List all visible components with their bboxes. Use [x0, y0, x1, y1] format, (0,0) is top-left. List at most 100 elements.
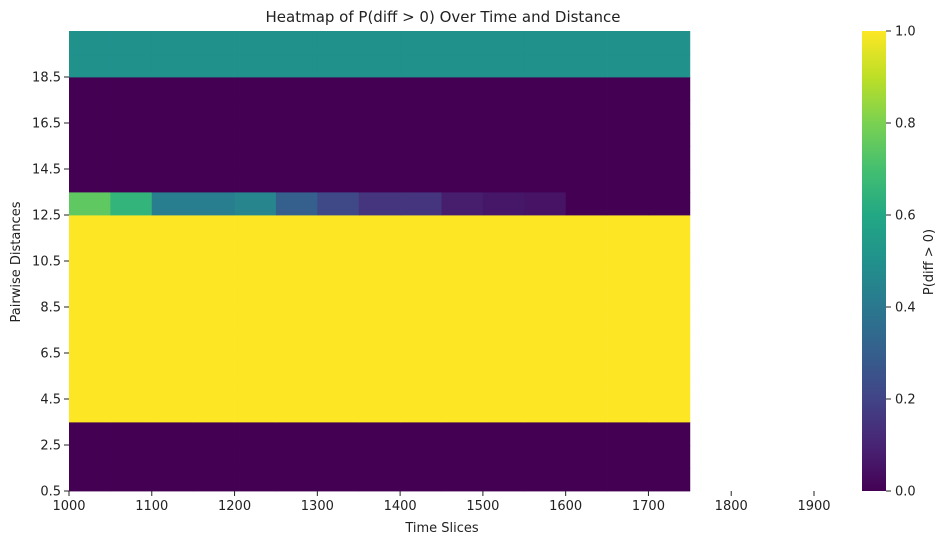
heatmap-cell [69, 445, 111, 469]
heatmap-cell [648, 146, 691, 170]
heatmap-cell [193, 192, 235, 216]
heatmap-cell [69, 77, 111, 101]
heatmap-cell [275, 422, 318, 446]
heatmap-cell [648, 468, 691, 492]
y-tick-label: 8.5 [40, 301, 61, 316]
heatmap-cell [358, 100, 401, 124]
heatmap-cell [524, 330, 567, 354]
heatmap-cell [607, 284, 649, 308]
heatmap-cell [482, 468, 525, 492]
heatmap-cell [193, 445, 235, 469]
heatmap-cell [648, 445, 691, 469]
heatmap-cell [358, 54, 401, 78]
heatmap-cell [193, 54, 235, 78]
heatmap-cell [275, 100, 318, 124]
heatmap-cell [193, 376, 235, 400]
heatmap-cell [110, 192, 153, 216]
heatmap-cell [317, 468, 360, 492]
heatmap-cell [565, 353, 608, 377]
heatmap-cell [400, 146, 442, 170]
heatmap-cell [317, 422, 360, 446]
heatmap-cell [234, 376, 277, 400]
heatmap-cell [482, 399, 525, 423]
heatmap-cell [317, 330, 360, 354]
heatmap-cell [275, 169, 318, 193]
heatmap-cell [69, 399, 111, 423]
heatmap-cell [275, 123, 318, 147]
heatmap-cell [193, 123, 235, 147]
heatmap-cell [482, 284, 525, 308]
heatmap-cell [565, 54, 608, 78]
heatmap-cell [193, 215, 235, 239]
heatmap-cell [234, 192, 277, 216]
heatmap-cell [607, 468, 649, 492]
heatmap-cell [607, 123, 649, 147]
heatmap-cell [151, 468, 194, 492]
y-tick-label: 4.5 [40, 393, 61, 408]
heatmap-cell [275, 238, 318, 262]
heatmap-cell [482, 307, 525, 331]
heatmap-cell [358, 192, 401, 216]
heatmap-cell [151, 146, 194, 170]
heatmap-cell [400, 399, 442, 423]
heatmap-cell [234, 146, 277, 170]
heatmap-cell [234, 238, 277, 262]
heatmap-cell [482, 100, 525, 124]
y-axis: 0.5 2.5 4.5 6.5 8.5 10.5 12.5 14.5 16.5 18.5 [32, 71, 69, 500]
heatmap-cell [607, 238, 649, 262]
heatmap-cell [648, 123, 691, 147]
colorbar-label: P(diff > 0) [922, 229, 937, 295]
heatmap-cell [193, 399, 235, 423]
heatmap-cell [69, 146, 111, 170]
heatmap-cell [110, 100, 153, 124]
heatmap-cell [358, 330, 401, 354]
heatmap-cell [193, 330, 235, 354]
heatmap-cell [110, 376, 153, 400]
heatmap-cell [275, 330, 318, 354]
heatmap-cell [234, 353, 277, 377]
heatmap-cell [234, 261, 277, 285]
heatmap-cell [565, 100, 608, 124]
heatmap-cell [607, 376, 649, 400]
heatmap-cell [151, 123, 194, 147]
y-tick-label: 18.5 [32, 71, 61, 86]
heatmap-cell [317, 376, 360, 400]
heatmap-cell [482, 54, 525, 78]
heatmap-cell [317, 284, 360, 308]
heatmap-cell [151, 422, 194, 446]
heatmap-cell [234, 468, 277, 492]
heatmap-cell [151, 330, 194, 354]
heatmap-cell [69, 192, 111, 216]
heatmap-cell [524, 192, 567, 216]
heatmap-cell [400, 77, 442, 101]
heatmap-cell [358, 77, 401, 101]
heatmap-cell [524, 284, 567, 308]
heatmap-cell [151, 376, 194, 400]
heatmap-cell [110, 215, 153, 239]
heatmap-cell [441, 353, 484, 377]
heatmap-cell [358, 169, 401, 193]
heatmap-cell [482, 192, 525, 216]
heatmap-cell [565, 284, 608, 308]
heatmap-cell [400, 422, 442, 446]
heatmap-cell [317, 399, 360, 423]
heatmap-cell [151, 261, 194, 285]
heatmap-cell [441, 376, 484, 400]
heatmap-cell [358, 468, 401, 492]
heatmap-cell [193, 307, 235, 331]
heatmap-cell [441, 399, 484, 423]
heatmap-cell [193, 31, 235, 55]
heatmap-cell [110, 146, 153, 170]
heatmap-cell [234, 77, 277, 101]
heatmap-cell [441, 146, 484, 170]
heatmap-cell [193, 284, 235, 308]
heatmap-cell [441, 192, 484, 216]
heatmap-cell [607, 77, 649, 101]
heatmap-cell [648, 77, 691, 101]
y-tick-label: 6.5 [40, 347, 61, 362]
heatmap-cell [607, 192, 649, 216]
heatmap-cell [110, 468, 153, 492]
heatmap-cell [482, 376, 525, 400]
heatmap-cell [358, 376, 401, 400]
heatmap-cell [317, 261, 360, 285]
